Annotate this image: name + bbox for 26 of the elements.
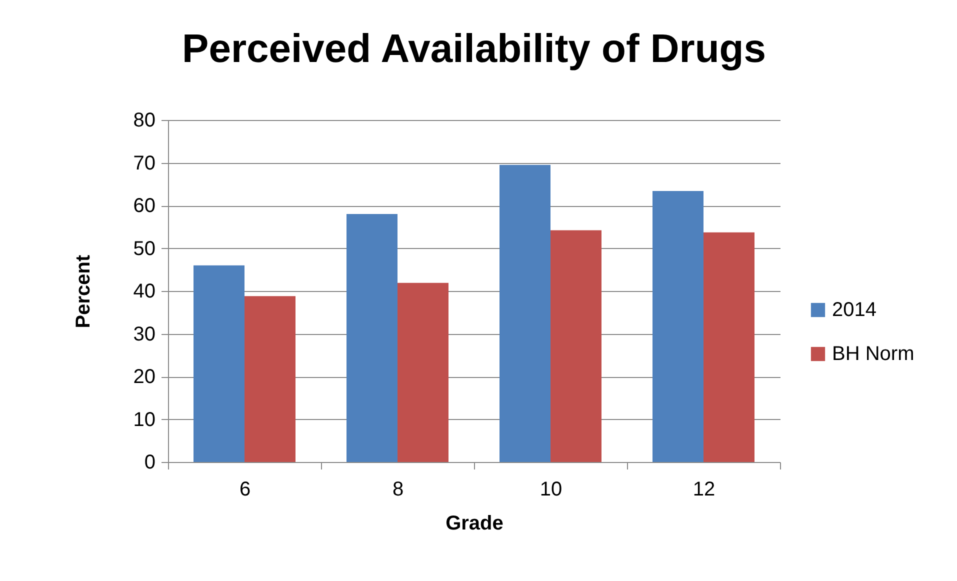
y-tick-label: 0 (144, 452, 156, 474)
y-tick-label: 70 (133, 152, 156, 174)
x-axis-title: Grade (446, 512, 504, 534)
y-tick-label: 20 (133, 366, 156, 388)
legend-label: 2014 (832, 299, 876, 321)
bar (704, 232, 754, 462)
bar (346, 214, 398, 462)
y-tick-label: 80 (133, 110, 156, 132)
bar (500, 164, 550, 462)
chart-title: Perceived Availability of Drugs (182, 27, 766, 71)
y-tick-label: 50 (133, 238, 156, 260)
bar (550, 230, 602, 462)
bar (244, 296, 296, 462)
y-tick-label: 40 (133, 280, 156, 302)
bar (194, 265, 244, 462)
x-tick-label: 10 (540, 478, 562, 500)
y-axis-title: Percent (72, 254, 94, 328)
y-tick-label: 60 (133, 195, 156, 217)
x-tick-label: 6 (239, 478, 251, 500)
legend-label: BH Norm (832, 343, 914, 365)
y-tick-label: 30 (133, 323, 156, 346)
bar (398, 282, 448, 462)
y-tick-label: 10 (133, 408, 156, 431)
x-tick-label: 8 (392, 478, 404, 500)
bar (652, 190, 704, 462)
x-tick-label: 12 (692, 478, 716, 500)
